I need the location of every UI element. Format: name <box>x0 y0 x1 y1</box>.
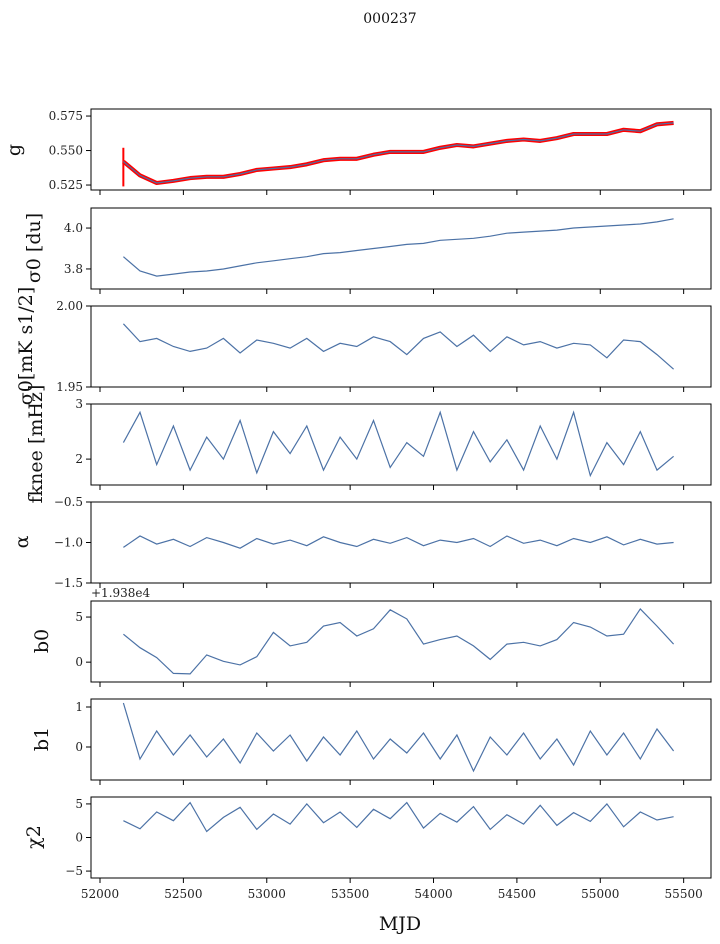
subplot-8: 52000 52500 53000 53500 54000 54500 55000 55500… <box>23 796 712 901</box>
axes-frame <box>90 207 712 290</box>
figure-title: 000237 <box>363 11 416 27</box>
subplot-6: 0 5 +1.938e4 b0 <box>31 586 712 687</box>
y-tick-label: 2.00 <box>56 299 83 313</box>
subplot-1: 0.525 0.550 0.575 g <box>3 108 712 195</box>
axes-frame <box>90 403 712 486</box>
y-tick-label: 0.525 <box>49 178 83 192</box>
y-axis-label: g <box>3 144 25 156</box>
data-series-line <box>122 323 674 370</box>
x-tick-label: 54500 <box>498 887 536 901</box>
y-tick-label: −1.0 <box>54 536 83 550</box>
data-series-line <box>122 410 674 478</box>
subplots: 0.525 0.550 0.575 g 3.8 4.0 σ0 [du] 1.95 2.00 σ0[… <box>3 108 712 901</box>
y-axis-label: α <box>11 535 33 548</box>
y-axis-label: σ0 [du] <box>23 213 45 283</box>
y-tick-label: −1.5 <box>54 576 83 590</box>
error-band-series <box>122 120 674 186</box>
x-tick-label: 54000 <box>414 887 452 901</box>
subplot-2: 3.8 4.0 σ0 [du] <box>23 207 712 294</box>
y-axis-label: χ2 <box>23 825 45 849</box>
data-series-line <box>123 801 674 833</box>
y-tick-label: 0.575 <box>49 109 83 123</box>
x-tick-label: 55000 <box>581 887 619 901</box>
y-axis-label: σ0[mK s1/2] <box>15 287 37 405</box>
x-tick-label: 55500 <box>665 887 703 901</box>
axes-frame <box>90 698 712 781</box>
axes-frame <box>90 108 712 191</box>
subplot-5: −1.5 −1.0 −0.5 α <box>11 495 712 590</box>
data-series-line <box>123 607 675 675</box>
data-series-line <box>123 122 674 184</box>
y-tick-label: 0 <box>75 740 83 754</box>
y-axis-label: b1 <box>31 727 53 751</box>
y-tick-label: 5 <box>75 797 83 811</box>
x-tick-label: 53000 <box>248 887 286 901</box>
y-tick-label: 2 <box>75 452 83 466</box>
x-tick-label: 52500 <box>164 887 202 901</box>
subplot-4: 2 3 fknee [mHz] <box>25 385 712 504</box>
y-tick-label: 3 <box>75 397 83 411</box>
subplot-7: 0 1 b1 <box>31 698 712 785</box>
y-tick-label: −5 <box>65 864 83 878</box>
data-series-line <box>123 218 674 277</box>
y-tick-label: 0 <box>75 831 83 845</box>
y-tick-label: 1 <box>75 700 83 714</box>
y-tick-label: 5 <box>75 610 83 624</box>
axes-frame <box>90 600 712 683</box>
y-tick-label: 0.550 <box>49 144 83 158</box>
data-series-line <box>122 702 675 773</box>
axes-frame <box>90 305 712 388</box>
x-tick-label: 53500 <box>331 887 369 901</box>
subplot-3: 1.95 2.00 σ0[mK s1/2] <box>15 287 712 405</box>
offset-text: +1.938e4 <box>91 586 151 600</box>
x-axis-label: MJD <box>379 913 421 935</box>
y-tick-label: −0.5 <box>54 495 83 509</box>
y-tick-label: 0 <box>75 655 83 669</box>
y-tick-label: 3.8 <box>64 262 83 276</box>
y-tick-label: 4.0 <box>64 221 83 235</box>
y-tick-label: 1.95 <box>56 380 83 394</box>
x-tick-label: 52000 <box>81 887 119 901</box>
data-series-line <box>123 535 674 549</box>
y-axis-label: b0 <box>31 629 53 653</box>
y-axis-label: fknee [mHz] <box>25 385 47 504</box>
